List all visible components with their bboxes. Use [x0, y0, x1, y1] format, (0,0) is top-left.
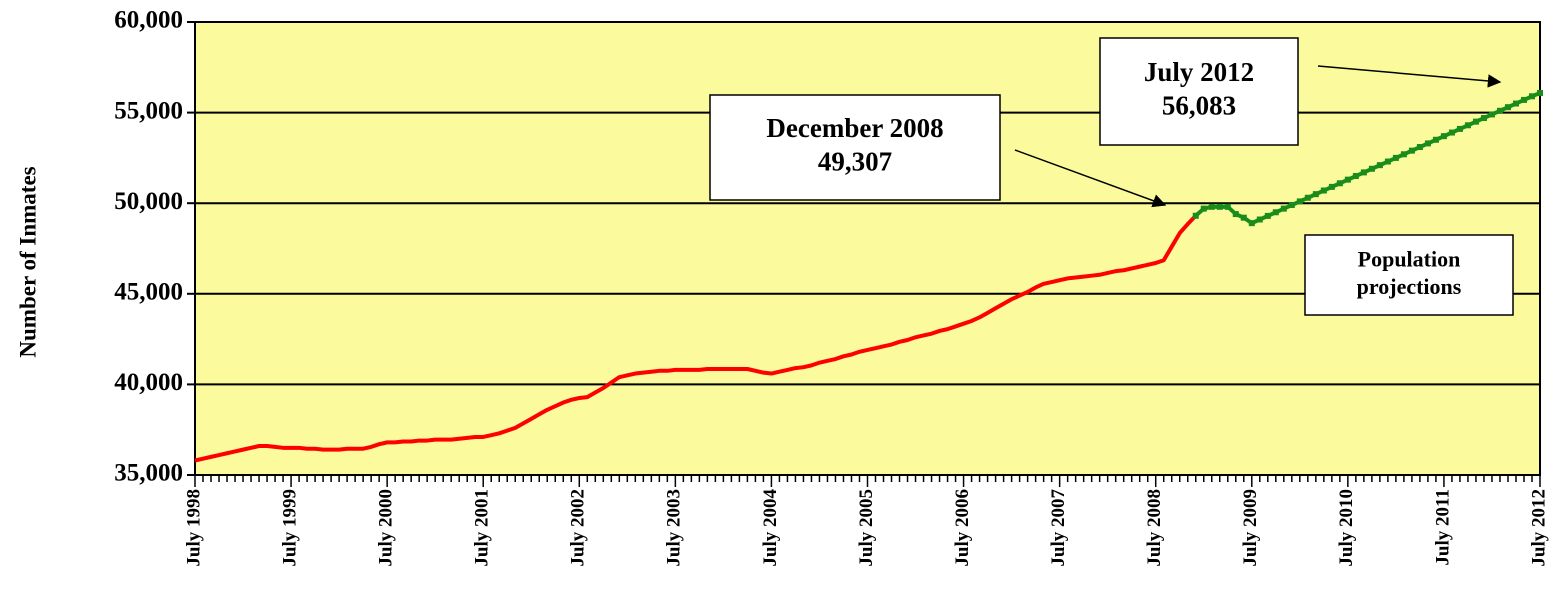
- point-marker: [1272, 209, 1279, 216]
- point-marker: [1488, 111, 1495, 118]
- point-marker: [1416, 144, 1423, 151]
- point-marker: [1232, 211, 1239, 218]
- point-marker: [1456, 125, 1463, 132]
- point-marker: [1224, 203, 1231, 210]
- series-line: [194, 214, 1198, 463]
- annotation-text: 49,307: [818, 147, 892, 177]
- point-marker: [1280, 205, 1287, 212]
- point-marker: [1400, 151, 1407, 158]
- x-tick-label: July 2009: [1240, 489, 1261, 567]
- y-tick-label: 60,000: [114, 7, 183, 34]
- point-marker: [1248, 220, 1255, 227]
- y-tick-label: 35,000: [114, 460, 183, 487]
- annotation-text: December 2008: [766, 113, 943, 143]
- x-tick-label: July 2010: [1336, 489, 1357, 567]
- point-marker: [1368, 165, 1375, 172]
- x-tick-label: July 1998: [183, 489, 204, 567]
- point-marker: [1256, 216, 1263, 223]
- point-marker: [1208, 203, 1215, 210]
- point-marker: [1448, 129, 1455, 136]
- point-marker: [1312, 191, 1319, 198]
- point-marker: [1440, 133, 1447, 140]
- annotation-box: [1099, 37, 1299, 146]
- annotation-box: [1304, 234, 1514, 316]
- x-tick-label: July 1999: [279, 489, 300, 567]
- arrow: [1317, 65, 1502, 88]
- point-marker: [1496, 107, 1503, 114]
- point-marker: [1376, 162, 1383, 169]
- point-marker: [1240, 214, 1247, 221]
- y-axis-label: Number of Inmates: [15, 166, 40, 357]
- y-tick-label: 50,000: [114, 188, 183, 215]
- point-marker: [1328, 183, 1335, 190]
- point-marker: [1537, 89, 1543, 96]
- annotation-text: July 2012: [1144, 57, 1254, 87]
- x-tick-label: July 2003: [664, 489, 685, 567]
- point-marker: [1352, 173, 1359, 180]
- point-marker: [1464, 122, 1471, 129]
- point-marker: [1528, 93, 1535, 100]
- lines: [194, 89, 1543, 463]
- point-marker: [1296, 198, 1303, 205]
- point-marker: [1288, 202, 1295, 209]
- point-marker: [1504, 104, 1511, 111]
- x-tick-label: July 2005: [856, 489, 877, 567]
- point-marker: [1304, 194, 1311, 201]
- annotation-text: 56,083: [1162, 91, 1236, 121]
- point-marker: [1360, 169, 1367, 176]
- y-tick-label: 45,000: [114, 279, 183, 306]
- y-tick-label: 40,000: [114, 369, 183, 396]
- point-marker: [1200, 205, 1207, 212]
- annotation-box: [709, 94, 1001, 201]
- point-marker: [1472, 118, 1479, 125]
- point-marker: [1520, 96, 1527, 103]
- point-marker: [1424, 140, 1431, 147]
- point-marker: [1408, 147, 1415, 154]
- point-marker: [1216, 203, 1223, 210]
- point-marker: [1344, 176, 1351, 183]
- point-marker: [1392, 154, 1399, 161]
- x-tick-label: July 2004: [760, 489, 781, 567]
- x-tick-label: July 2011: [1432, 489, 1453, 566]
- annotations: December 2008 49,307 July 2012 56,083 Popula…: [709, 37, 1514, 316]
- annotation-text: projections: [1357, 274, 1462, 299]
- point-marker: [1192, 212, 1199, 219]
- point-marker: [1480, 115, 1487, 122]
- point-marker: [1336, 180, 1343, 187]
- x-tick-label: July 2001: [472, 489, 493, 567]
- point-marker: [1320, 187, 1327, 194]
- point-marker: [1432, 136, 1439, 143]
- point-marker: [1384, 158, 1391, 165]
- annotation-text: Population: [1358, 246, 1461, 271]
- point-marker: [1512, 100, 1519, 107]
- x-tick-label: July 2000: [376, 489, 397, 567]
- arrow: [1014, 149, 1167, 208]
- y-tick-label: 55,000: [114, 97, 183, 124]
- x-tick-label: July 2006: [952, 489, 973, 567]
- point-marker: [1264, 212, 1271, 219]
- x-tick-label: July 2012: [1528, 489, 1549, 567]
- x-tick-label: July 2007: [1048, 489, 1069, 567]
- x-tick-label: July 2008: [1144, 489, 1165, 567]
- x-tick-label: July 2002: [568, 489, 589, 567]
